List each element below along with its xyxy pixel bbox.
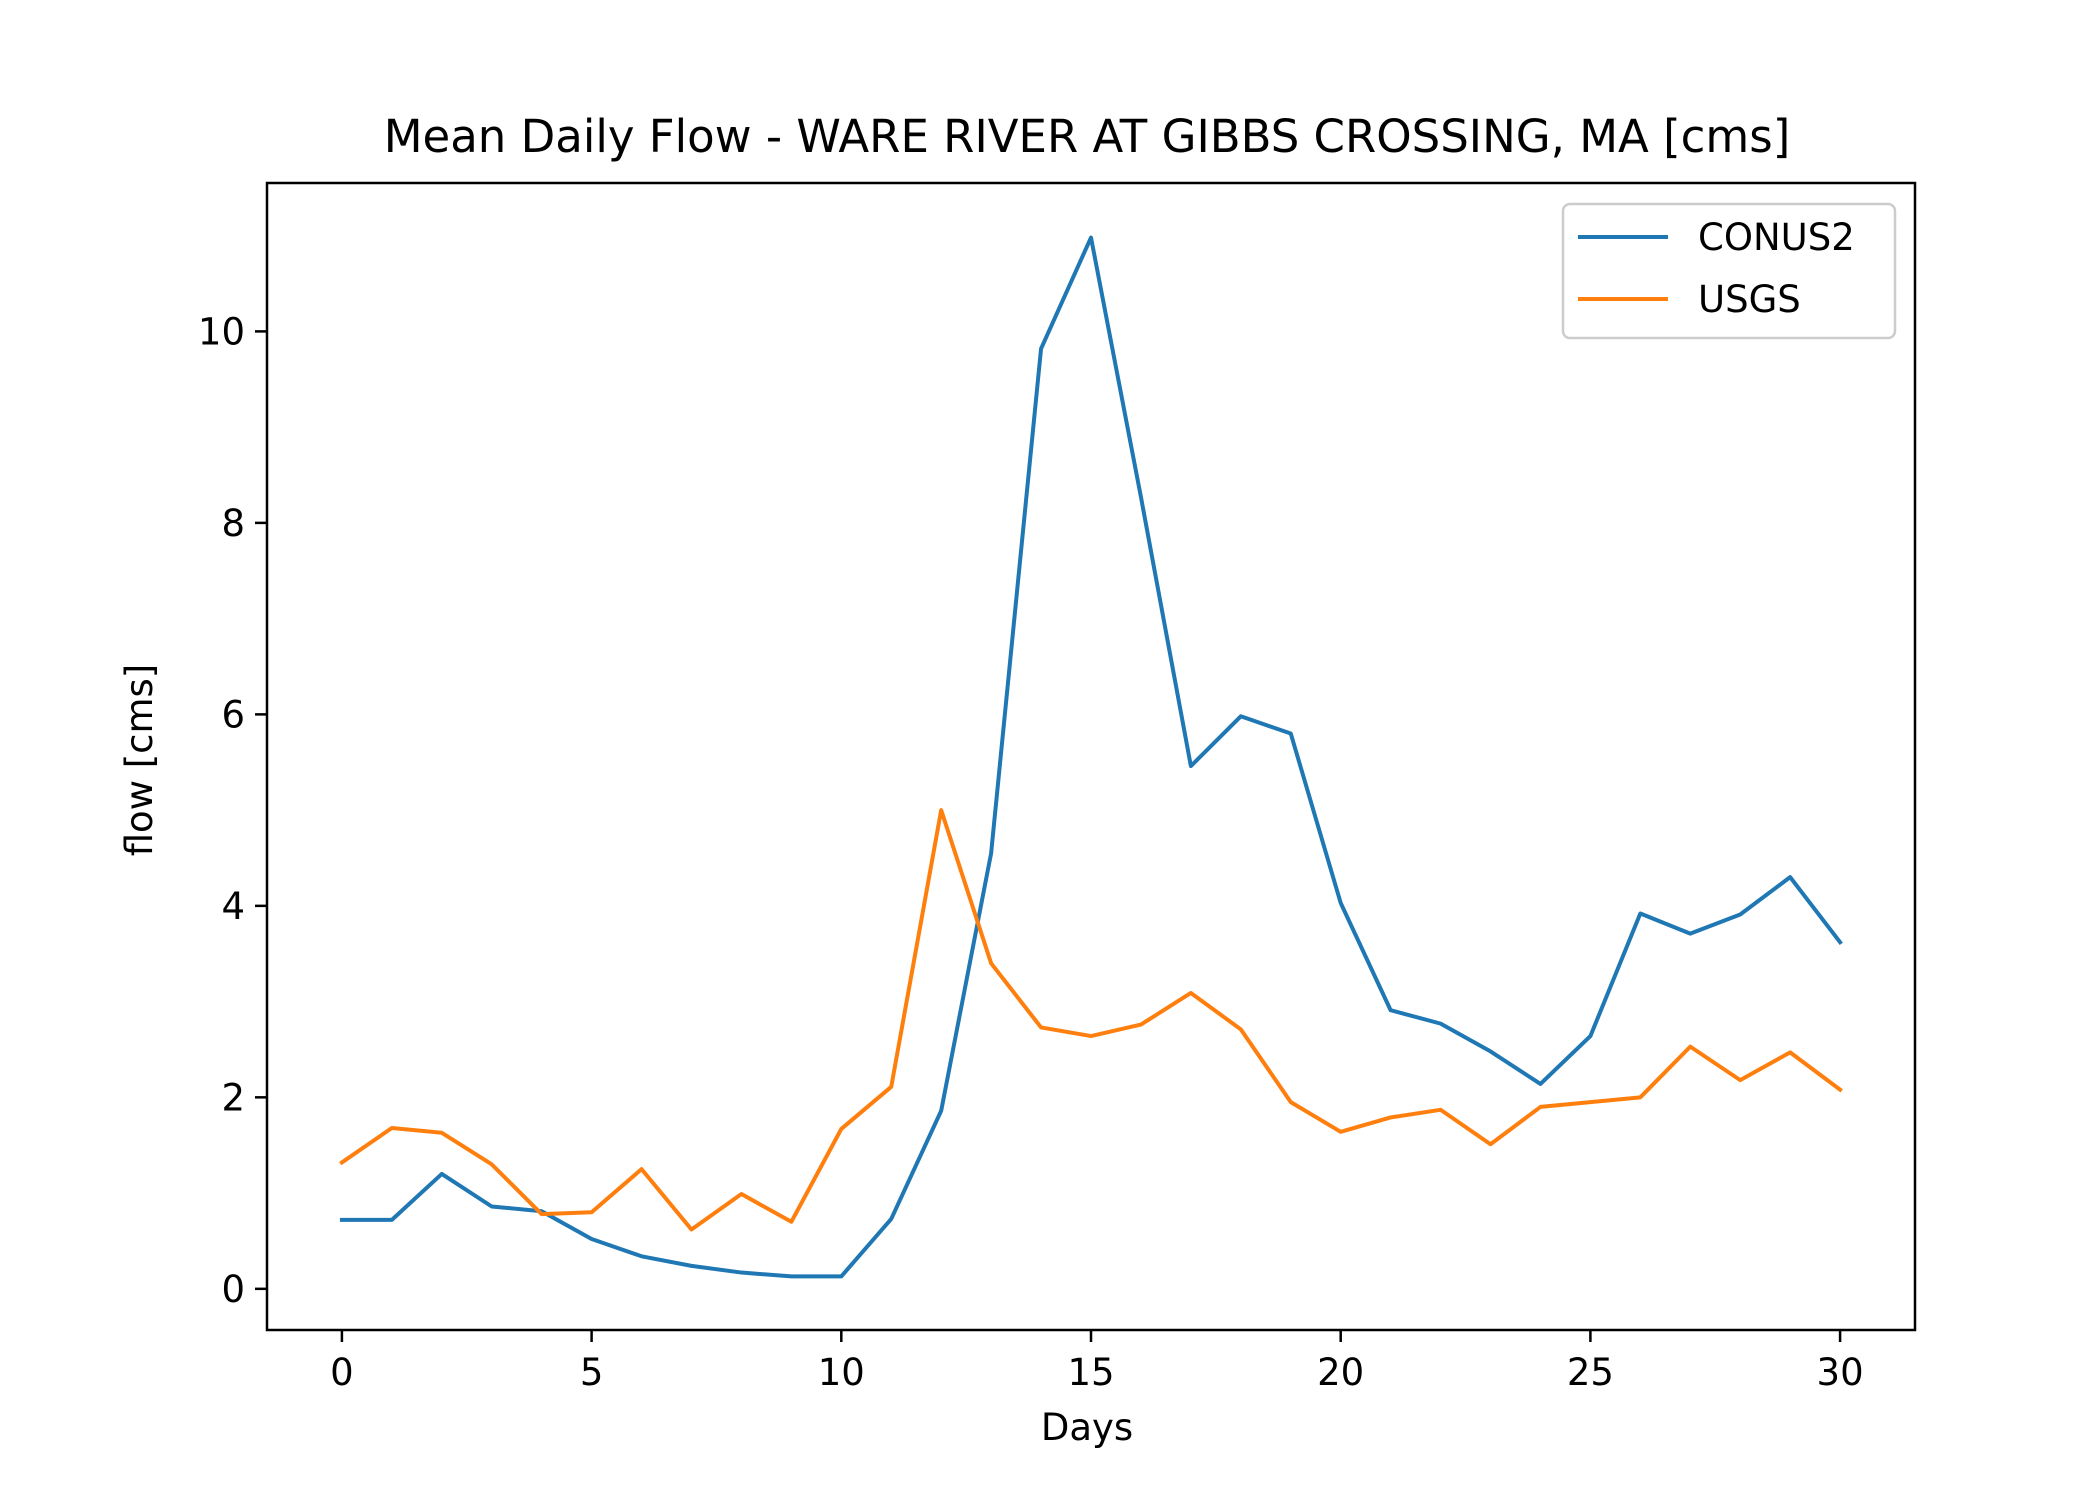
legend-label-usgs: USGS — [1698, 278, 1801, 321]
x-tick-label: 25 — [1567, 1351, 1614, 1394]
x-tick-label: 10 — [818, 1351, 865, 1394]
x-axis-label: Days — [1041, 1406, 1133, 1449]
plot-frame — [265, 181, 1917, 1332]
x-tick-label: 15 — [1067, 1351, 1114, 1394]
chart-title: Mean Daily Flow - WARE RIVER AT GIBBS CR… — [384, 110, 1791, 163]
x-tick-label: 5 — [580, 1351, 604, 1394]
legend: CONUS2 USGS — [1561, 202, 1897, 340]
legend-label-conus2: CONUS2 — [1698, 216, 1855, 259]
y-tick-label: 0 — [221, 1268, 245, 1311]
y-tick-label: 4 — [221, 885, 245, 928]
series-line-usgs — [339, 808, 1843, 1232]
series-line-conus2 — [339, 235, 1843, 1279]
y-tick-label: 2 — [221, 1076, 245, 1119]
x-tick-label: 0 — [330, 1351, 354, 1394]
y-tick-label: 8 — [221, 502, 245, 545]
x-tick-label: 30 — [1817, 1351, 1864, 1394]
y-axis-label: flow [cms] — [118, 664, 161, 857]
axes: 0 5 10 15 20 25 30 0 2 4 6 8 10 — [198, 181, 1917, 1394]
x-tick-label: 20 — [1317, 1351, 1364, 1394]
y-tick-label: 6 — [221, 693, 245, 736]
plot-area — [339, 235, 1843, 1279]
y-tick-label: 10 — [198, 310, 245, 353]
